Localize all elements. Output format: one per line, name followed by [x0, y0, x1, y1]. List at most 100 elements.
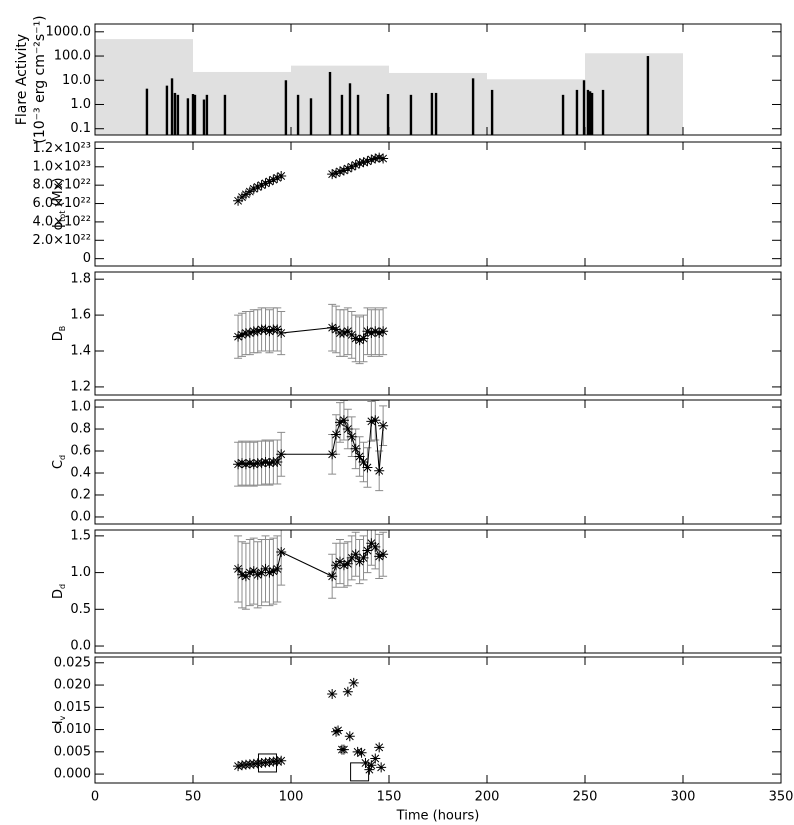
- asterisk-point: [346, 431, 357, 442]
- y-axis-label-part: I: [51, 720, 66, 724]
- activity-level: [487, 79, 585, 135]
- asterisk-point: [335, 417, 345, 428]
- flare-bar: [588, 91, 592, 135]
- asterisk-point: [362, 462, 373, 473]
- flare-bar: [430, 92, 434, 135]
- flare-bar: [586, 89, 590, 135]
- flare-bar: [223, 94, 227, 135]
- flare-bar: [646, 56, 650, 135]
- asterisk-point: [268, 566, 279, 577]
- asterisk-point: [244, 328, 255, 339]
- x-tick-label: 100: [279, 790, 304, 805]
- asterisk-point: [260, 563, 271, 574]
- asterisk-point: [358, 457, 369, 467]
- y-axis-label: ϕtot (Mx): [51, 178, 68, 231]
- y-tick-label: 0.6: [70, 444, 91, 459]
- flare-bar: [590, 92, 594, 135]
- asterisk-point: [327, 169, 338, 180]
- panel: [233, 303, 389, 365]
- asterisk-point: [370, 753, 381, 764]
- flare-bar: [490, 89, 494, 135]
- flare-bar: [186, 98, 190, 135]
- activity-level: [585, 53, 683, 135]
- flare-bar: [296, 94, 300, 135]
- asterisk-point: [378, 549, 389, 560]
- y-tick-label: 1.0: [70, 565, 91, 580]
- asterisk-point: [346, 329, 357, 340]
- y-tick-label: 0.2: [70, 487, 91, 502]
- asterisk-point: [248, 459, 259, 470]
- asterisk-point: [252, 569, 263, 580]
- y-tick-label: 0.0: [70, 509, 91, 524]
- x-axis-label: Time (hours): [396, 809, 480, 824]
- panel-frame: [94, 23, 782, 136]
- y-tick-label: 1.6: [70, 308, 91, 323]
- asterisk-point: [276, 328, 287, 339]
- flare-bar: [356, 94, 360, 135]
- x-tick-label: 0: [91, 790, 99, 805]
- y-tick-label: 8.0×10²²: [32, 178, 91, 193]
- asterisk-point: [233, 459, 244, 470]
- asterisk-point: [327, 688, 338, 699]
- asterisk-point: [244, 186, 255, 197]
- asterisk-point: [268, 174, 279, 185]
- asterisk-point: [362, 545, 373, 556]
- asterisk-point: [342, 558, 353, 569]
- asterisk-point: [260, 324, 271, 335]
- square-marker: [350, 762, 370, 782]
- y-tick-label: 2.0×10²²: [32, 233, 91, 248]
- y-axis-label: Dd: [51, 584, 68, 599]
- asterisk-point: [374, 742, 385, 753]
- flare-bar: [309, 98, 313, 135]
- asterisk-point: [338, 328, 349, 339]
- y-tick-label: 1.8: [70, 272, 91, 287]
- asterisk-point: [338, 744, 349, 755]
- asterisk-point: [366, 538, 377, 549]
- asterisk-point: [342, 163, 353, 174]
- flare-bar: [328, 71, 332, 135]
- y-tick-label: 1.0: [70, 400, 91, 415]
- asterisk-point: [256, 180, 267, 191]
- x-tick-label: 150: [377, 790, 402, 805]
- asterisk-point: [362, 326, 373, 337]
- asterisk-point: [331, 324, 342, 335]
- flare-bar: [176, 94, 180, 135]
- asterisk-point: [374, 465, 385, 476]
- y-tick-label: 0.0: [70, 639, 91, 654]
- asterisk-point: [358, 157, 369, 168]
- asterisk-point: [346, 552, 357, 563]
- asterisk-point: [370, 415, 381, 426]
- y-tick-label: 1.5: [70, 528, 91, 543]
- asterisk-point: [366, 416, 377, 427]
- flare-bar: [284, 80, 288, 135]
- asterisk-point: [376, 762, 387, 773]
- flare-bar: [601, 89, 605, 135]
- asterisk-point: [327, 449, 338, 460]
- asterisk-point: [260, 178, 271, 189]
- panel: [233, 400, 389, 492]
- asterisk-point: [352, 746, 363, 757]
- asterisk-point: [374, 328, 385, 339]
- asterisk-point: [276, 755, 287, 766]
- asterisk-point: [350, 333, 361, 344]
- y-tick-label: 1.2×10²³: [32, 141, 91, 156]
- asterisk-point: [346, 161, 357, 172]
- asterisk-point: [342, 424, 353, 435]
- flare-bar: [348, 83, 352, 135]
- x-tick-label: 350: [769, 790, 794, 805]
- flare-bar: [575, 89, 579, 135]
- y-axis-label-part: v: [58, 715, 67, 720]
- asterisk-point: [338, 560, 349, 571]
- flare-bar: [582, 80, 586, 135]
- y-axis-label: Flare Activity: [14, 34, 30, 125]
- asterisk-point: [362, 156, 373, 167]
- y-axis-label-part: ϕ: [51, 222, 66, 231]
- y-axis-label: Cd: [51, 455, 68, 469]
- asterisk-point: [350, 549, 361, 560]
- y-axis-label: (10⁻³ erg cm⁻²s⁻¹): [32, 15, 48, 143]
- asterisk-point: [378, 420, 389, 431]
- asterisk-point: [327, 322, 338, 333]
- asterisk-point: [244, 458, 255, 469]
- activity-level: [389, 72, 487, 135]
